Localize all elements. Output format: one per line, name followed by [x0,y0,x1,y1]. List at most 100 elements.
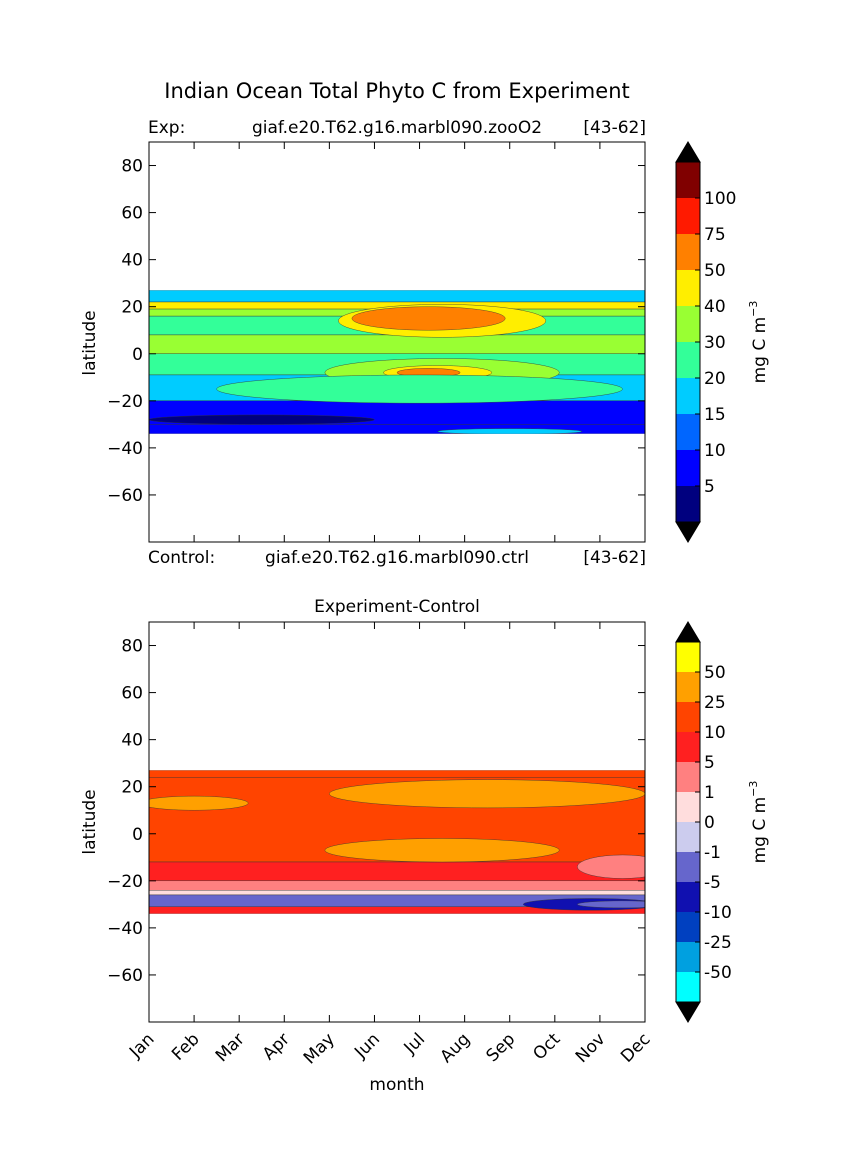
exp-case-label: giaf.e20.T62.g16.marbl090.zooO2 [252,118,542,138]
experiment-panel: Exp: giaf.e20.T62.g16.marbl090.zooO2 [43… [80,118,770,568]
exp-colorbar-swatch-9 [676,162,700,198]
diff-band-4 [149,890,645,896]
diff-band-0 [149,770,645,778]
exp-ytick-label-6: −40 [107,439,143,459]
x-ticks-top [148,142,646,542]
month-label-aug: Aug [437,1029,475,1067]
exp-colorbar-label-5: 40 [704,297,726,317]
diff-colorbar-swatch-3 [676,882,700,912]
month-label-may: May [300,1029,339,1068]
exp-colorbar-swatch-0 [676,486,700,522]
diff-colorbar-swatch-2 [676,912,700,942]
month-label-jul: Jul [400,1029,429,1058]
diff-colorbar-swatch-11 [676,642,700,672]
diff-colorbar-label-1: -25 [704,933,732,953]
month-label-jan: Jan [125,1029,158,1062]
exp-contour-feature-6 [149,414,375,425]
contour-fill-experiment [149,290,645,434]
month-label-jun: Jun [350,1029,384,1063]
exp-colorbar-swatch-2 [676,414,700,450]
exp-colorbar-extend-max [675,141,701,163]
exp-colorbar-label-6: 50 [704,261,726,281]
y-axis-label-bottom: latitude [80,789,100,854]
exp-ytick-label-3: 20 [121,298,143,318]
diff-band-2 [149,861,645,882]
diff-ytick-label-1: 60 [121,684,143,704]
exp-colorbar-label-0: 5 [704,477,715,497]
diff-colorbar-label-7: 5 [704,753,715,773]
exp-years-label: [43-62] [583,118,646,138]
diff-colorbar-label-0: -50 [704,963,732,983]
diff-colorbar-swatch-6 [676,792,700,822]
diff-colorbar-label-3: -5 [704,873,721,893]
diff-colorbar-swatch-4 [676,852,700,882]
difference-panel: Experiment-Control latitude 80 60 40 20 0 −20… [80,597,770,1095]
exp-colorbar-swatch-5 [676,306,700,342]
ctrl-years-label: [43-62] [583,548,646,568]
contour-fill-difference [149,770,645,914]
y-ticks-top: 80 60 40 20 0 −20 −40 −60 [107,157,645,506]
exp-ytick-label-7: −60 [107,486,143,506]
exp-ytick-label-5: −20 [107,392,143,412]
diff-contour-feature-1 [324,838,560,863]
month-label-feb: Feb [168,1029,203,1064]
diff-contour-feature-3 [577,854,645,879]
exp-colorbar-swatch-7 [676,234,700,270]
exp-colorbar-label-1: 10 [704,441,726,461]
diff-colorbar-label-5: 0 [704,813,715,833]
diff-ytick-label-4: 0 [132,825,143,845]
diff-ytick-label-2: 40 [121,731,143,751]
plot-frame-top [148,141,646,543]
ctrl-case-label: giaf.e20.T62.g16.marbl090.ctrl [265,548,529,568]
exp-colorbar-swatch-6 [676,270,700,306]
colorbar-label-bottom: mg C m−3 [747,781,770,864]
exp-contour-feature-7 [437,428,583,434]
exp-colorbar-swatch-8 [676,198,700,234]
diff-colorbar-swatch-5 [676,822,700,852]
diff-colorbar-label-9: 25 [704,693,726,713]
exp-ytick-label-2: 40 [121,251,143,271]
diff-ytick-label-3: 20 [121,778,143,798]
exp-colorbar-label-8: 100 [704,189,736,209]
exp-band-4 [149,334,645,354]
diff-ytick-label-7: −60 [107,966,143,986]
diff-contour-feature-2 [149,795,249,811]
diff-colorbar-label-2: -10 [704,903,732,923]
y-ticks-bottom: 80 60 40 20 0 −20 −40 −60 [107,637,645,986]
diff-colorbar-label-4: -1 [704,843,721,863]
y-axis-label-top: latitude [80,310,100,375]
exp-colorbar-swatch-3 [676,378,700,414]
month-label-oct: Oct [529,1029,564,1064]
diff-colorbar-swatch-7 [676,762,700,792]
diff-colorbar-swatch-10 [676,672,700,702]
plot-frame-bottom [148,621,646,1023]
month-label-mar: Mar [212,1029,249,1066]
exp-colorbar-label-7: 75 [704,225,726,245]
exp-ytick-label-4: 0 [132,345,143,365]
diff-band-3 [149,880,645,891]
diff-contour-feature-0 [329,779,645,809]
diff-colorbar-swatch-9 [676,702,700,732]
exp-colorbar-label-4: 30 [704,333,726,353]
diff-ytick-label-5: −20 [107,872,143,892]
diff-colorbar-label-8: 10 [704,723,726,743]
exp-ytick-label-1: 60 [121,204,143,224]
diff-colorbar-swatch-8 [676,732,700,762]
diff-title: Experiment-Control [314,597,480,617]
exp-colorbar-extend-min [675,521,701,543]
diff-colorbar-label-10: 50 [704,663,726,683]
exp-contour-feature-1 [351,306,506,331]
diff-ytick-label-6: −40 [107,919,143,939]
exp-colorbar-swatch-1 [676,450,700,486]
month-label-apr: Apr [259,1029,294,1064]
exp-contour-feature-5 [216,374,623,404]
colorbar-label-top: mg C m−3 [747,301,770,384]
diff-colorbar-extend-max [675,621,701,643]
diff-band-6 [149,906,645,914]
diff-contour-feature-5 [577,900,645,909]
exp-ytick-label-0: 80 [121,157,143,177]
diff-ytick-label-0: 80 [121,637,143,657]
month-label-sep: Sep [482,1029,519,1066]
